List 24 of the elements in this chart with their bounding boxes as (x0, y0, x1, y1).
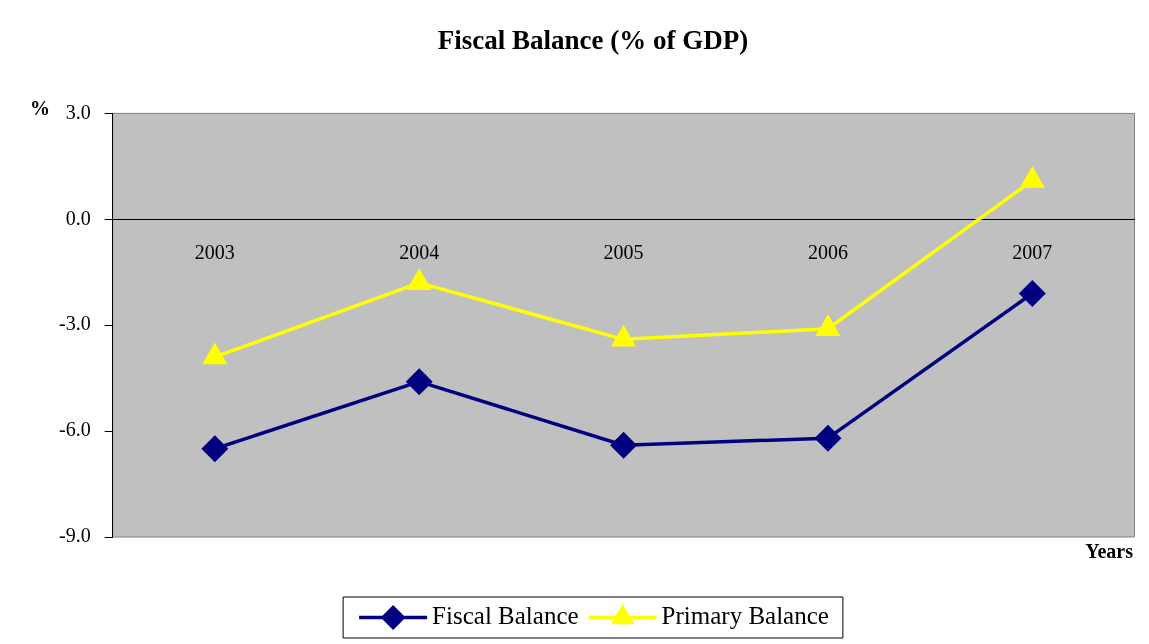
point (406, 368, 432, 395)
point (1021, 167, 1044, 188)
x-tick-label: 2006 (807, 240, 848, 263)
point (1019, 280, 1046, 307)
point (610, 432, 637, 458)
x-tick-label: 2007 (1012, 240, 1053, 263)
x-tick-label: 2005 (603, 240, 644, 263)
x-tick-label: 2004 (399, 240, 440, 263)
point (407, 270, 431, 291)
y-axis-title: % (30, 96, 50, 119)
legend-label: Fiscal Balance (369, 602, 579, 630)
x-axis-title: Years (1085, 540, 1134, 563)
y-tick-label: 0.0 (65, 206, 91, 229)
y-tick-label: -9.0 (58, 524, 91, 547)
y-tick-label: -3.0 (58, 312, 91, 335)
point (815, 425, 841, 451)
point (816, 315, 840, 336)
chart-title: Fiscal Balance (% of GDP) (437, 25, 749, 56)
point (203, 344, 227, 365)
y-tick-label: 3.0 (65, 100, 91, 123)
x-tick-label: 2003 (194, 240, 235, 263)
legend-label: Primary Balance (599, 602, 829, 630)
point (202, 436, 228, 462)
y-tick-label: -6.0 (58, 418, 91, 441)
